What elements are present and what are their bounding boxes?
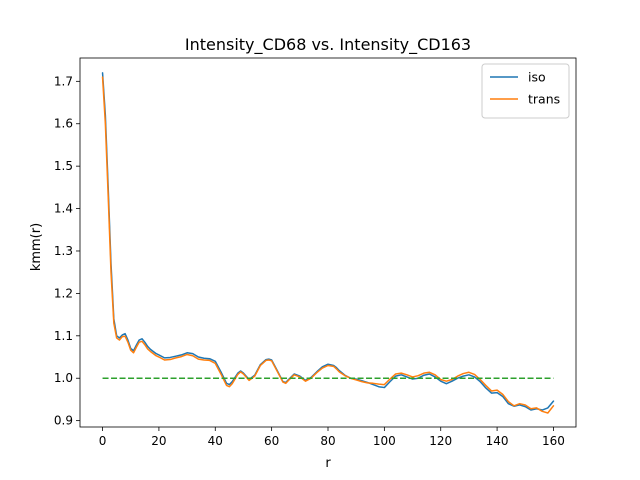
y-axis-label: kmm(r): [29, 223, 44, 271]
y-tick-label: 1.5: [54, 159, 73, 173]
y-tick-label: 1.4: [54, 202, 73, 216]
x-tick-label: 100: [373, 434, 396, 448]
y-axis: 0.9 1.0 1.1 1.2 1.3 1.4 1.5 1.6 1.7: [54, 74, 80, 428]
y-tick-label: 1.0: [54, 371, 73, 385]
legend-label-trans: trans: [528, 92, 560, 107]
y-tick-label: 1.2: [54, 286, 73, 300]
x-tick-label: 20: [151, 434, 166, 448]
y-tick-label: 1.7: [54, 74, 73, 88]
y-tick-label: 0.9: [54, 414, 73, 428]
y-tick-label: 1.3: [54, 244, 73, 258]
x-tick-label: 60: [264, 434, 279, 448]
legend-label-iso: iso: [528, 70, 546, 85]
x-axis-label: r: [325, 456, 331, 471]
x-tick-label: 80: [320, 434, 335, 448]
x-tick-label: 160: [542, 434, 565, 448]
legend: iso trans: [481, 63, 570, 119]
x-tick-label: 140: [486, 434, 509, 448]
chart-title: Intensity_CD68 vs. Intensity_CD163: [185, 35, 471, 55]
x-tick-label: 120: [429, 434, 452, 448]
y-tick-label: 1.1: [54, 329, 73, 343]
plot-area: [79, 57, 577, 428]
y-tick-label: 1.6: [54, 117, 73, 131]
x-tick-label: 0: [99, 434, 107, 448]
x-tick-label: 40: [208, 434, 223, 448]
x-axis: 0 20 40 60 80 100 120 140 160: [99, 427, 565, 448]
